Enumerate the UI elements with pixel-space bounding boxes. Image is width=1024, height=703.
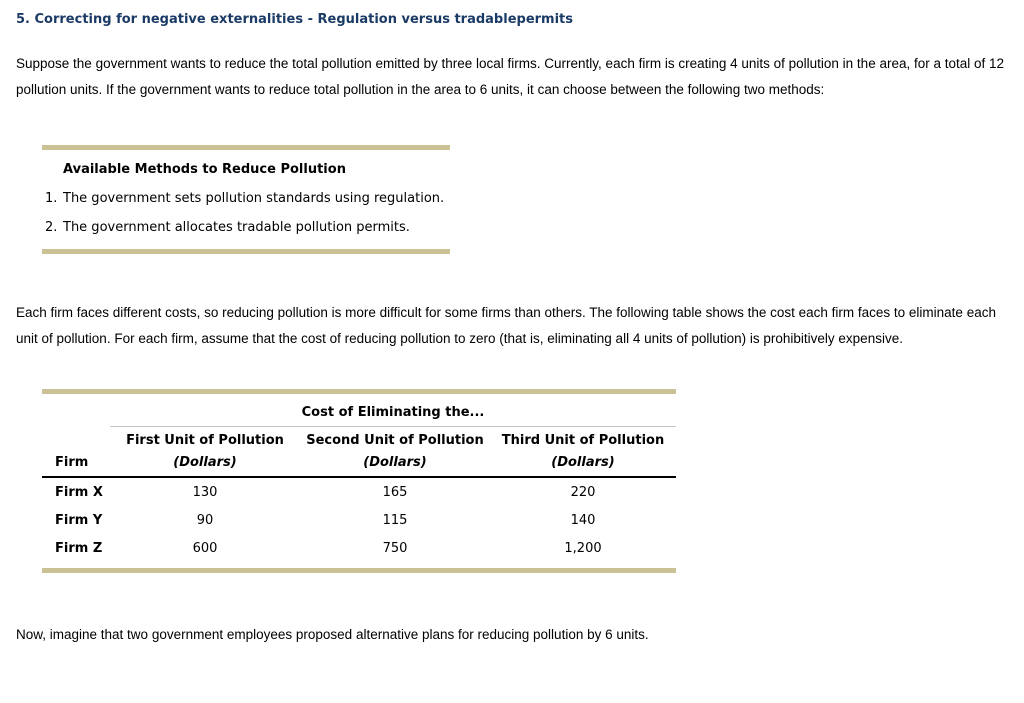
method-item-text: The government allocates tradable pollut…: [63, 220, 410, 235]
cost-table: Cost of Eliminating the... First Unit of…: [42, 389, 676, 573]
method-item-permits: 2. The government allocates tradable poll…: [42, 220, 450, 236]
cost-value-cell: 750: [382, 541, 408, 556]
cost-table-grid: Cost of Eliminating the... First Unit of…: [42, 394, 676, 568]
method-item-number: 1.: [45, 191, 58, 206]
intro-paragraph: Suppose the government wants to reduce t…: [16, 56, 1005, 97]
table-corner-cell: [42, 394, 110, 427]
methods-box: Available Methods to Reduce Pollution 1.…: [42, 145, 450, 254]
cost-value-cell: 600: [192, 541, 218, 556]
cost-value-cell: 130: [192, 485, 218, 500]
dollars-unit-label: (Dollars): [490, 449, 676, 478]
firm-column-header: Firm: [42, 449, 110, 478]
page-title: 5. Correcting for negative externalities…: [16, 12, 574, 27]
units-header-row: Firm (Dollars) (Dollars) (Dollars): [42, 449, 676, 478]
cost-value-cell: 165: [382, 485, 408, 500]
firm-name-cell: Firm Z: [55, 541, 103, 556]
method-item-regulation: 1. The government sets pollution standard…: [42, 191, 450, 207]
cost-value-cell: 1,200: [564, 541, 602, 556]
column-header-second-unit: Second Unit of Pollution: [306, 433, 484, 448]
costs-paragraph: Each firm faces different costs, so redu…: [16, 305, 996, 346]
dollars-unit-label: (Dollars): [300, 449, 490, 478]
methods-box-title: Available Methods to Reduce Pollution: [63, 162, 346, 177]
column-header-row: First Unit of Pollution Second Unit of P…: [42, 427, 676, 450]
dollars-unit-label: (Dollars): [110, 449, 300, 478]
closing-paragraph: Now, imagine that two government employe…: [16, 627, 649, 642]
cost-value-cell: 140: [570, 513, 596, 528]
table-row-firm-x: Firm X 130 165 220: [42, 477, 676, 506]
cost-value-cell: 115: [382, 513, 408, 528]
cost-table-span-header: Cost of Eliminating the...: [110, 394, 676, 427]
table-row-firm-y: Firm Y 90 115 140: [42, 506, 676, 534]
cost-table-body: Firm X 130 165 220 Firm Y 90 115 140 Fir…: [42, 477, 676, 568]
method-item-text: The government sets pollution standards …: [63, 191, 445, 206]
cost-value-cell: 220: [570, 485, 596, 500]
cost-value-cell: 90: [196, 513, 214, 528]
cost-table-header: Cost of Eliminating the... First Unit of…: [42, 394, 676, 478]
span-header-row: Cost of Eliminating the...: [42, 394, 676, 427]
column-header-first-unit: First Unit of Pollution: [126, 433, 284, 448]
firm-name-cell: Firm Y: [55, 513, 103, 528]
table-empty-cell: [42, 427, 110, 450]
firm-name-cell: Firm X: [55, 485, 103, 500]
method-item-number: 2.: [45, 220, 58, 235]
table-row-firm-z: Firm Z 600 750 1,200: [42, 534, 676, 568]
column-header-third-unit: Third Unit of Pollution: [501, 433, 665, 448]
